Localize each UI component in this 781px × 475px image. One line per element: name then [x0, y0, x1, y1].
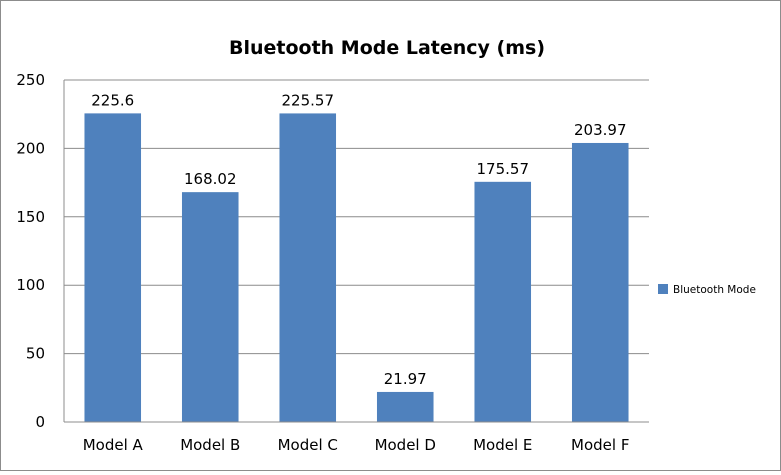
bar — [474, 181, 532, 422]
bar — [376, 391, 434, 422]
bar — [279, 113, 337, 423]
bar — [84, 113, 142, 422]
x-tick-label: Model F — [571, 436, 629, 454]
bar — [181, 192, 239, 422]
x-tick-label: Model C — [278, 436, 338, 454]
x-axis: Model A Model B Model C Model D Model E Model… — [64, 421, 649, 454]
y-tick-label: 200 — [16, 139, 45, 157]
chart-title: Bluetooth Mode Latency (ms) — [229, 37, 545, 59]
y-tick-label: 100 — [16, 276, 45, 294]
y-tick-label: 50 — [26, 345, 45, 363]
data-label: 203.97 — [574, 121, 627, 139]
x-tick-label: Model A — [83, 436, 144, 454]
legend-label: Bluetooth Mode — [673, 284, 756, 296]
x-tick-label: Model E — [473, 436, 532, 454]
legend: Bluetooth Mode — [658, 284, 756, 296]
gridlines — [64, 79, 649, 423]
data-labels: 225.6 168.02 225.57 21.97 175.57 203.97 — [91, 91, 626, 388]
legend-swatch — [658, 284, 668, 294]
data-label: 21.97 — [384, 370, 427, 388]
x-tick-label: Model B — [180, 436, 240, 454]
data-label: 225.6 — [91, 91, 134, 109]
y-tick-label: 0 — [35, 413, 45, 431]
y-tick-label: 150 — [16, 208, 45, 226]
data-label: 225.57 — [282, 91, 335, 109]
y-tick-label: 250 — [16, 71, 45, 89]
bars — [84, 113, 629, 423]
data-label: 175.57 — [477, 160, 530, 178]
bar — [571, 142, 629, 422]
x-tick-label: Model D — [375, 436, 436, 454]
data-label: 168.02 — [184, 170, 237, 188]
y-axis: 0 50 100 150 200 250 — [16, 71, 65, 431]
